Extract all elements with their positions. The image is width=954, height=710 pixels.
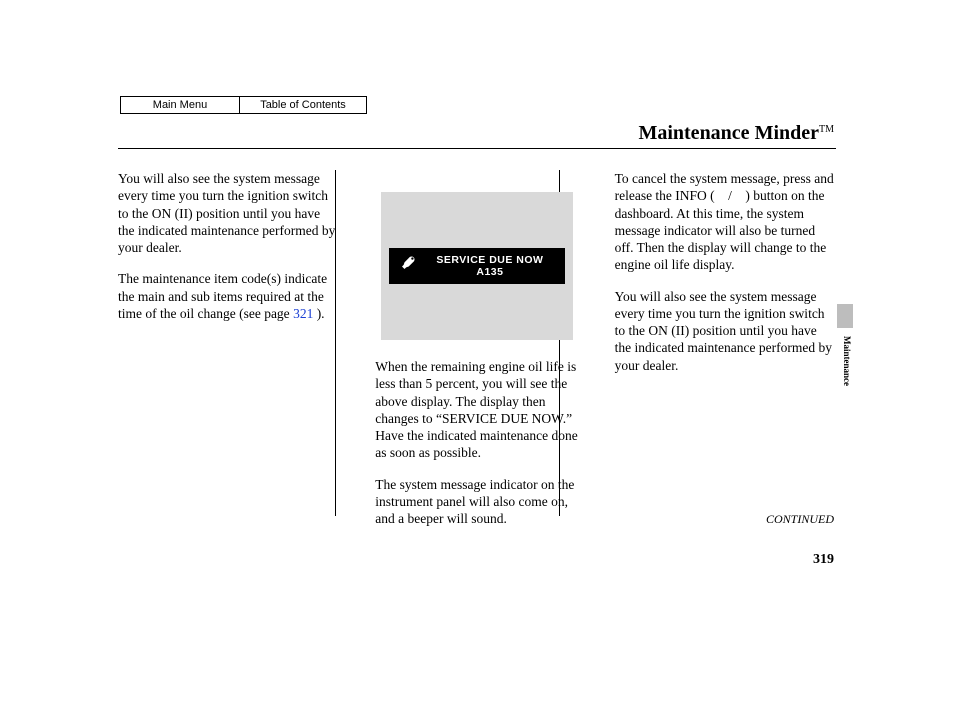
col3-para-1: To cancel the system message, press and …: [615, 170, 836, 274]
trademark-symbol: TM: [819, 124, 834, 135]
banner-line-2: A135: [425, 266, 555, 278]
col2-para-2: The system message indicator on the inst…: [375, 476, 578, 528]
service-due-banner: SERVICE DUE NOW A135: [389, 248, 565, 284]
banner-line-1: SERVICE DUE NOW: [425, 254, 555, 266]
col3-para-2: You will also see the system message eve…: [615, 288, 836, 374]
nav-button-row: Main Menu Table of Contents: [120, 96, 367, 114]
col1-para-1: You will also see the system message eve…: [118, 170, 339, 256]
main-menu-button[interactable]: Main Menu: [120, 96, 240, 114]
page-title: Maintenance MinderTM: [638, 122, 834, 145]
continued-label: CONTINUED: [766, 512, 834, 527]
page-number: 319: [813, 552, 834, 568]
title-rule: [118, 148, 836, 149]
section-label: Maintenance: [842, 336, 852, 386]
page-link-321[interactable]: 321: [293, 306, 313, 321]
column-2: SERVICE DUE NOW A135 When the remaining …: [357, 170, 596, 541]
table-of-contents-button[interactable]: Table of Contents: [239, 96, 367, 114]
page-root: Main Menu Table of Contents Maintenance …: [0, 0, 954, 710]
content-columns: You will also see the system message eve…: [118, 170, 836, 541]
title-text: Maintenance Minder: [638, 122, 819, 144]
dashboard-display-illustration: SERVICE DUE NOW A135: [381, 192, 573, 340]
wrench-icon: [397, 254, 417, 279]
col1-p2-b: ).: [313, 306, 324, 321]
col2-para-1: When the remaining engine oil life is le…: [375, 358, 578, 462]
section-tab: [837, 304, 853, 328]
col1-para-2: The maintenance item code(s) indicate th…: [118, 270, 339, 322]
banner-text: SERVICE DUE NOW A135: [425, 254, 565, 278]
column-3: To cancel the system message, press and …: [597, 170, 836, 541]
column-1: You will also see the system message eve…: [118, 170, 357, 541]
